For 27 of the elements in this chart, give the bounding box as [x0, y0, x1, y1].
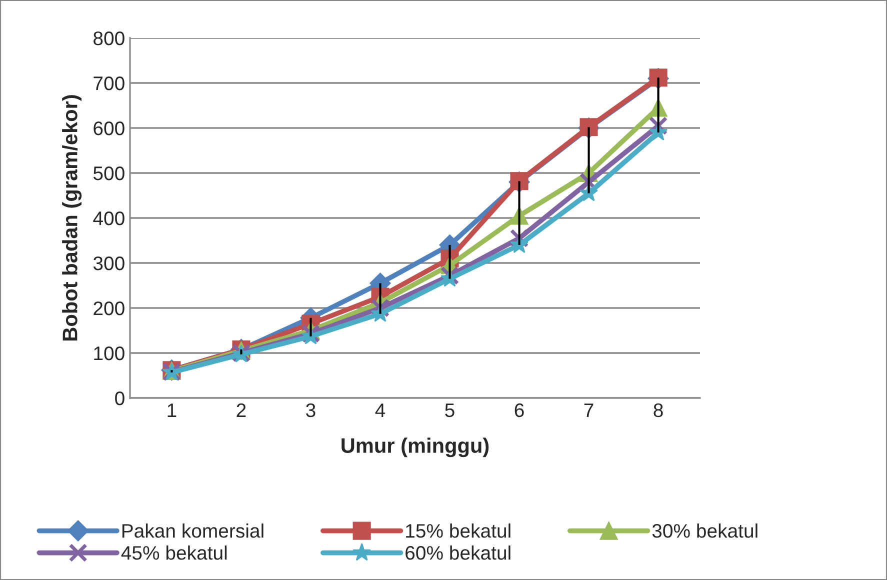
legend-label: 45% bekatul: [121, 546, 227, 560]
y-tick-label: 0: [115, 391, 124, 406]
x-tick-label: 7: [584, 404, 594, 417]
x-tick-label: 8: [654, 403, 663, 418]
point: [649, 68, 668, 87]
y-tick-label: 700: [94, 76, 124, 90]
x-axis-title: Umur (minggu): [342, 438, 489, 458]
x-tick-label: 1: [168, 404, 176, 417]
legend-label: Pakan komersial: [122, 524, 264, 538]
point: [510, 172, 528, 190]
x-tick-label: 2: [236, 403, 246, 417]
point: [580, 118, 598, 136]
y-tick-label: 500: [93, 166, 124, 180]
x-tick-label: 5: [445, 404, 454, 418]
y-tick-label: 200: [94, 301, 124, 316]
x-tick-label: 4: [375, 404, 386, 417]
y-tick-label: 400: [93, 211, 124, 226]
legend-label: 60% bekatul: [406, 546, 510, 560]
x-tick-label: 6: [514, 403, 524, 418]
y-tick-label: 100: [94, 346, 124, 360]
x-tick-label: 3: [306, 403, 316, 418]
y-tick-label: 300: [93, 256, 124, 270]
y-tick-label: 600: [94, 121, 124, 136]
y-axis-title: Bobot badan (gram/ekor): [62, 95, 82, 340]
y-tick-label: 800: [94, 31, 124, 46]
legend-label: 15% bekatul: [406, 524, 510, 538]
legend-label: 30% bekatul: [652, 524, 758, 538]
